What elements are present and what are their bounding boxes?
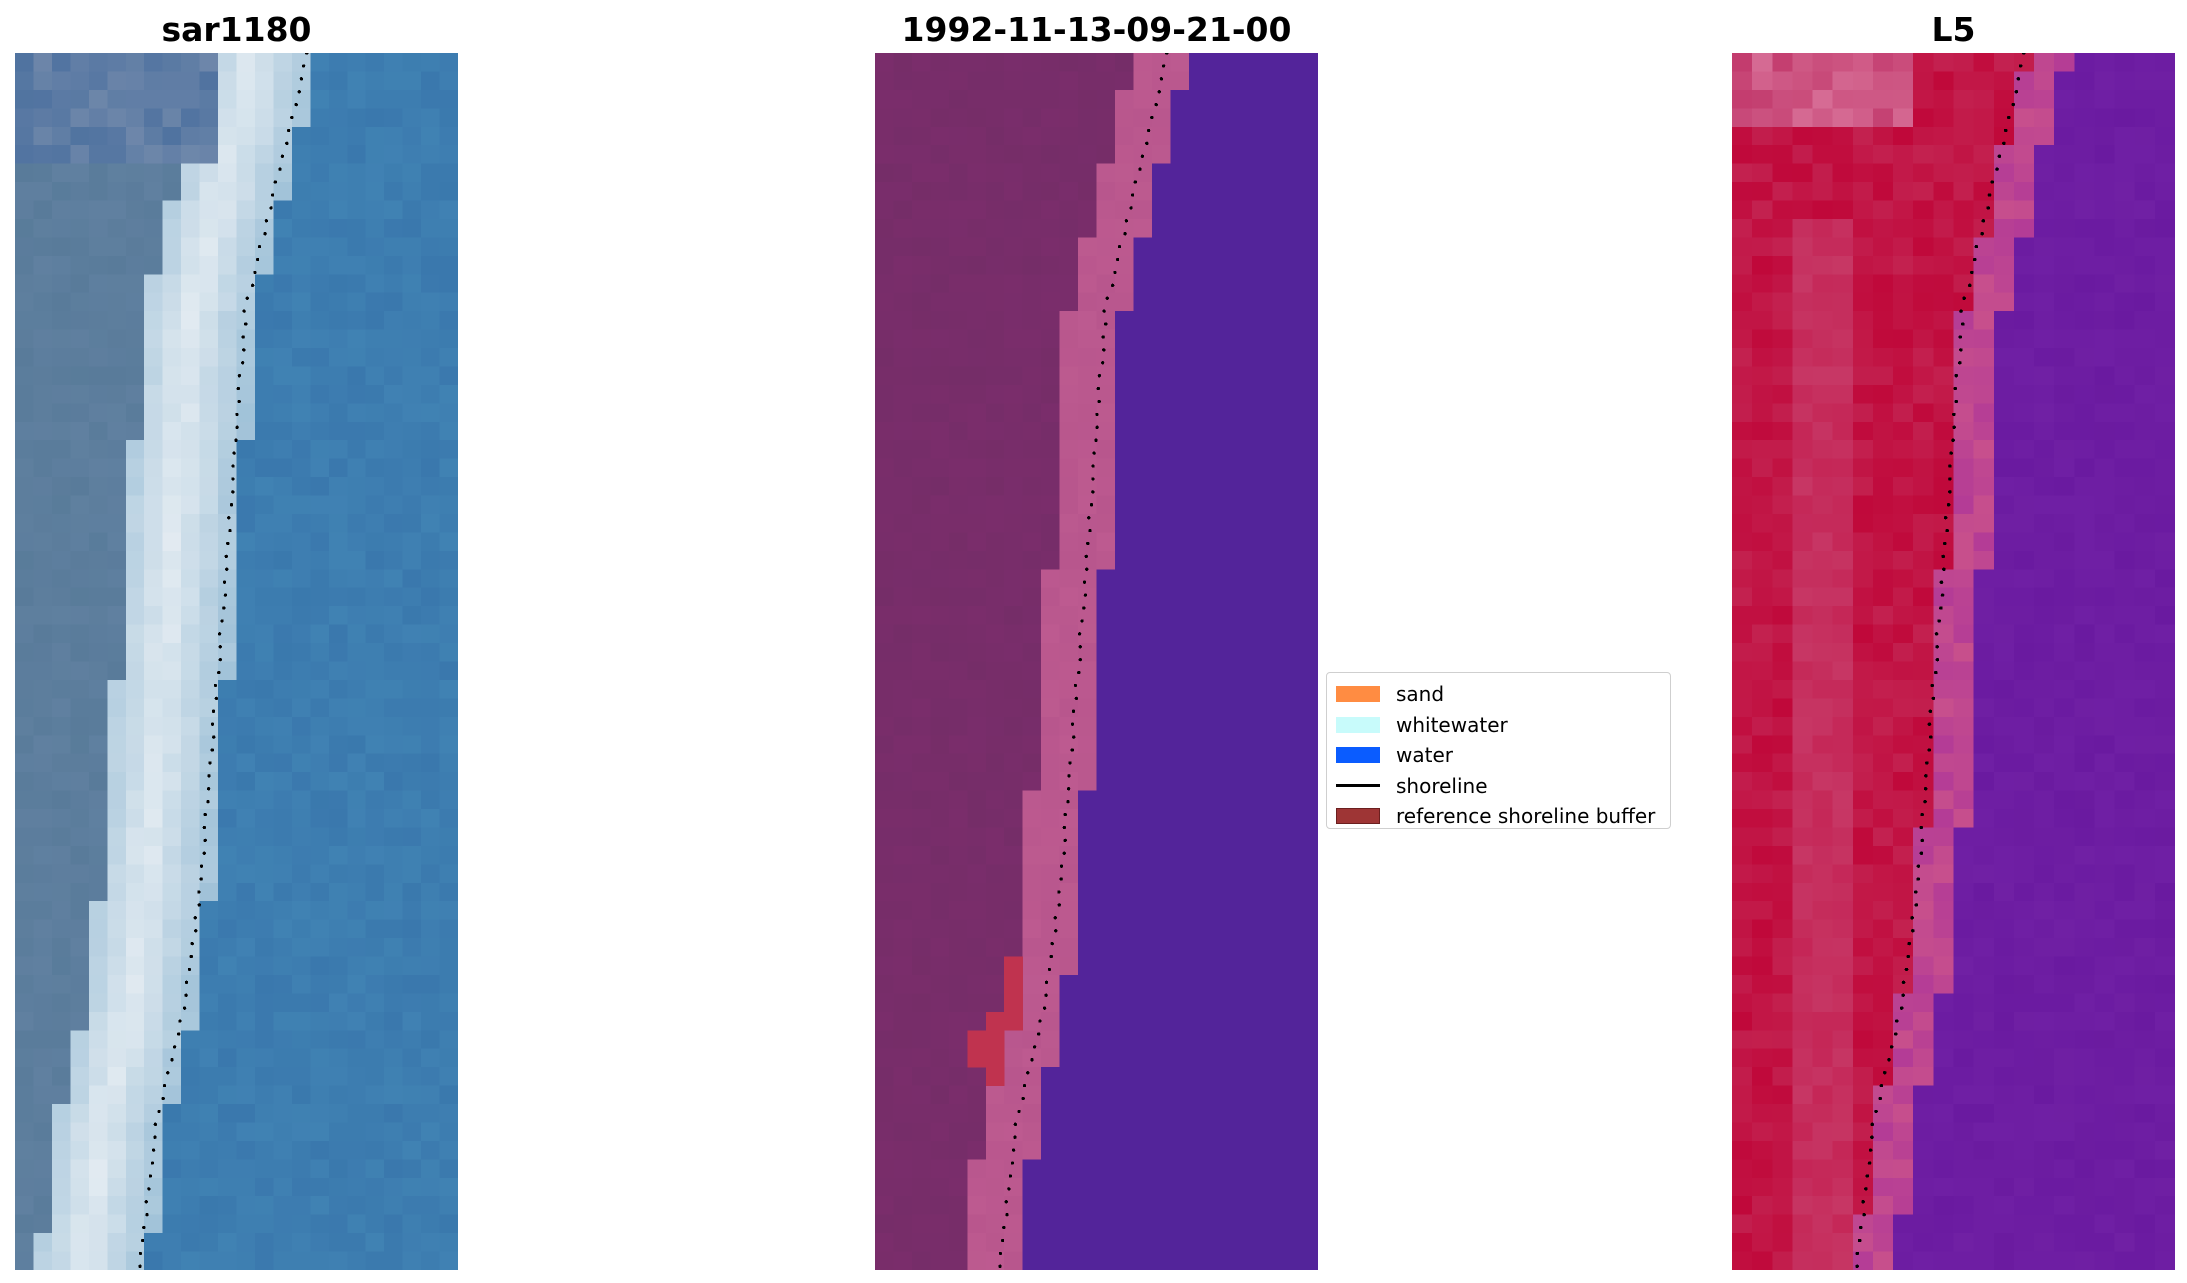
rgb-image [15,53,458,1270]
rgb-image-panel [15,53,458,1270]
legend-label-water: water [1396,743,1453,768]
legend-label-whitewater: whitewater [1396,712,1508,737]
water-swatch [1335,747,1380,764]
panel-title-rgb: sar1180 [161,10,312,49]
panel-title-index: L5 [1931,10,1976,49]
panel-title-classified: 1992-11-13-09-21-00 [901,10,1292,49]
legend-item-reference-buffer: reference shoreline buffer [1327,801,1670,832]
legend-item-sand: sand [1327,679,1670,710]
index-image [1732,53,2175,1270]
legend-item-shoreline: shoreline [1327,771,1670,802]
legend: sand whitewater water shoreline referenc… [1326,672,1671,829]
index-image-panel [1732,53,2175,1270]
legend-item-water: water [1327,740,1670,771]
legend-label-reference-buffer: reference shoreline buffer [1396,804,1656,829]
whitewater-swatch [1335,716,1380,733]
shoreline-line-icon [1335,784,1380,788]
reference-buffer-swatch [1335,808,1380,825]
legend-label-shoreline: shoreline [1396,773,1488,798]
legend-item-whitewater: whitewater [1327,710,1670,741]
legend-label-sand: sand [1396,682,1445,707]
classified-image-panel [875,53,1318,1270]
sand-swatch [1335,686,1380,703]
classified-image [875,53,1318,1270]
